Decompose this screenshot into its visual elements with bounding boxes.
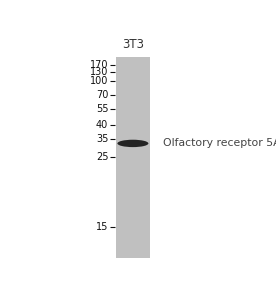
Ellipse shape	[117, 140, 148, 147]
Text: 55: 55	[96, 104, 108, 114]
Text: 100: 100	[90, 76, 108, 86]
Text: 35: 35	[96, 134, 108, 144]
Text: Olfactory receptor 5AP2: Olfactory receptor 5AP2	[163, 138, 276, 148]
Text: 40: 40	[96, 120, 108, 130]
Bar	[116, 57, 150, 258]
Text: 25: 25	[96, 152, 108, 162]
Text: 130: 130	[90, 67, 108, 77]
Text: 70: 70	[96, 90, 108, 100]
Text: 15: 15	[96, 222, 108, 232]
Text: 170: 170	[90, 60, 108, 70]
Text: 3T3: 3T3	[122, 38, 144, 51]
